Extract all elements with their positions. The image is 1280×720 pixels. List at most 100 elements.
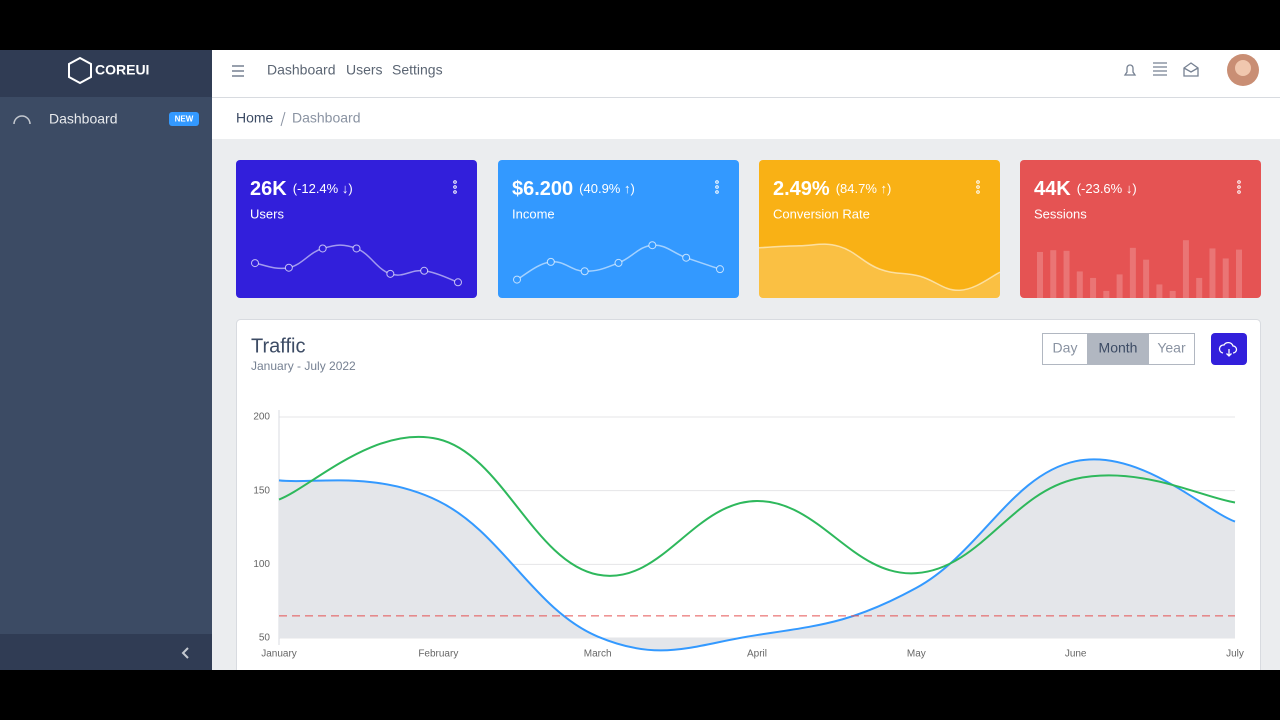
spark-bar	[1090, 277, 1097, 298]
spark-bar	[1169, 290, 1176, 298]
toggle-button[interactable]	[1087, 333, 1149, 365]
sparkline-area	[759, 244, 1000, 298]
badge	[169, 112, 199, 126]
stat-number: $6.200	[512, 178, 573, 200]
spark-bar	[1076, 271, 1083, 298]
sparkline	[758, 243, 1001, 292]
stat-value: 2.49% (84.7% ↑)	[773, 178, 891, 200]
x-tick-label: April	[747, 649, 767, 660]
spark-bar	[1129, 247, 1136, 298]
sparkline-point	[513, 275, 521, 284]
sparkline-point	[352, 244, 361, 253]
nav-icon	[13, 115, 31, 125]
bell-icon[interactable]	[1123, 64, 1137, 76]
spark-bar	[1196, 277, 1203, 298]
sparkline-point	[580, 267, 589, 276]
stat-value: 44K (-23.6% ↓)	[1034, 178, 1137, 200]
sparkline-point	[614, 258, 623, 267]
menu-dot	[976, 180, 980, 184]
sparkline-point	[284, 263, 293, 272]
sidebar-item[interactable]: Dashboard	[49, 111, 118, 127]
stat-change: (-12.4% ↓)	[293, 181, 353, 196]
stat-value: $6.200 (40.9% ↑)	[512, 178, 635, 200]
sparkline-point	[386, 269, 395, 278]
menu-dot	[453, 190, 457, 194]
badge-text: NEW	[175, 115, 194, 124]
series-line	[278, 458, 1236, 652]
breadcrumb-divider	[280, 111, 286, 127]
menu-dot	[1237, 185, 1241, 189]
sparkline-point	[251, 259, 259, 268]
spark-bar	[1182, 240, 1189, 298]
stat-change: (40.9% ↑)	[579, 181, 635, 196]
x-tick-label: March	[584, 649, 612, 660]
spark-bar	[1222, 258, 1229, 298]
spark-bar	[1037, 251, 1043, 298]
stat-label: Income	[512, 206, 555, 221]
letterbox	[0, 0, 1280, 50]
stat-card	[759, 160, 1000, 298]
spark-bar	[1209, 248, 1216, 298]
stat-change: (-23.6% ↓)	[1077, 181, 1137, 196]
series-line	[278, 436, 1236, 577]
breadcrumb-link[interactable]: Home	[236, 110, 274, 126]
menu-dot	[1237, 180, 1241, 184]
toggle-label: Year	[1157, 340, 1186, 356]
stat-label: Sessions	[1034, 206, 1087, 221]
stat-value: 26K (-12.4% ↓)	[250, 178, 353, 200]
mail-icon[interactable]	[1183, 62, 1199, 77]
sparkline-point	[454, 278, 462, 287]
sidebar-brand	[0, 50, 212, 97]
x-tick-label: June	[1065, 649, 1087, 660]
spark-bar	[1103, 290, 1110, 298]
spark-bar	[1236, 249, 1242, 298]
x-tick-label: July	[1226, 649, 1244, 660]
spark-bar	[1143, 259, 1150, 298]
x-tick-label: May	[907, 649, 926, 660]
menu-icon[interactable]	[232, 65, 244, 77]
logo-icon	[68, 56, 92, 85]
menu-dot	[976, 185, 980, 189]
nav-link[interactable]: Settings	[392, 62, 443, 78]
menu-dot	[1237, 190, 1241, 194]
stat-card	[498, 160, 739, 298]
toggle-label: Month	[1099, 340, 1138, 356]
sparkline-point	[546, 257, 555, 266]
toggle-button[interactable]	[1148, 333, 1195, 365]
breadcrumb-current: Dashboard	[292, 110, 361, 126]
x-tick-label: February	[418, 649, 458, 660]
sparkline-point	[420, 266, 429, 275]
menu-dot	[715, 185, 719, 189]
toggle-label: Day	[1053, 340, 1078, 356]
menu-dot	[453, 180, 457, 184]
sparkline-point	[682, 253, 691, 262]
sidebar-toggler[interactable]	[0, 634, 212, 670]
menu-dot	[715, 190, 719, 194]
sidebar	[0, 50, 212, 670]
toggle-button[interactable]	[1042, 333, 1088, 365]
collapse-icon	[181, 647, 189, 659]
stat-label: Users	[250, 206, 284, 221]
series-area	[279, 459, 1235, 651]
nav-link[interactable]: Dashboard	[267, 62, 336, 78]
spark-bar	[1156, 284, 1163, 298]
chart-title: Traffic	[251, 335, 305, 357]
chart-subtitle: January - July 2022	[251, 359, 356, 373]
stat-label: Conversion Rate	[773, 206, 870, 221]
spark-bar	[1116, 274, 1123, 298]
stat-card	[236, 160, 477, 298]
sparkline-point	[648, 241, 657, 250]
x-tick-label: January	[261, 649, 297, 660]
list-icon[interactable]	[1153, 62, 1167, 76]
spark-bar	[1050, 250, 1057, 298]
stat-number: 2.49%	[773, 178, 830, 200]
spark-bar	[1063, 250, 1070, 298]
stat-card	[1020, 160, 1261, 298]
y-tick-label: 200	[253, 412, 270, 423]
sparkline-point	[716, 265, 724, 274]
download-icon	[1218, 341, 1238, 357]
avatar-face	[1235, 60, 1251, 76]
breadcrumb-bar	[212, 98, 1280, 139]
nav-link[interactable]: Users	[346, 62, 383, 78]
header	[212, 50, 1280, 97]
